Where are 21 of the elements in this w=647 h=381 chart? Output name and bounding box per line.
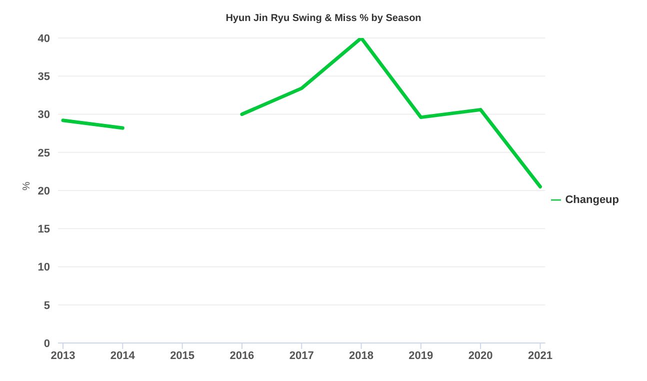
y-tick-label: 40 — [38, 32, 50, 45]
x-tick-label: 2018 — [349, 350, 374, 362]
x-tick-label: 2019 — [408, 350, 434, 362]
x-tick-label: 2020 — [468, 350, 493, 362]
legend-label: Changeup — [565, 194, 619, 206]
x-tick-label: 2017 — [289, 350, 314, 362]
x-tick-label: 2015 — [170, 350, 195, 362]
y-tick-label: 5 — [44, 300, 50, 312]
y-tick-label: 0 — [44, 338, 50, 350]
y-tick-label: 10 — [38, 262, 50, 274]
y-tick-label: 25 — [38, 147, 50, 160]
y-tick-label: 30 — [38, 109, 50, 122]
y-tick-label: 20 — [38, 185, 50, 198]
x-tick-label: 2016 — [230, 350, 254, 362]
x-tick-label: 2014 — [110, 350, 136, 362]
y-tick-label: 15 — [38, 224, 50, 236]
x-tick-label: 2013 — [50, 350, 76, 362]
y-axis-title: % — [22, 182, 33, 190]
y-tick-label: 35 — [38, 71, 50, 84]
chart-title: Hyun Jin Ryu Swing & Miss % by Season — [224, 12, 422, 26]
x-tick-label: 2021 — [528, 350, 552, 362]
